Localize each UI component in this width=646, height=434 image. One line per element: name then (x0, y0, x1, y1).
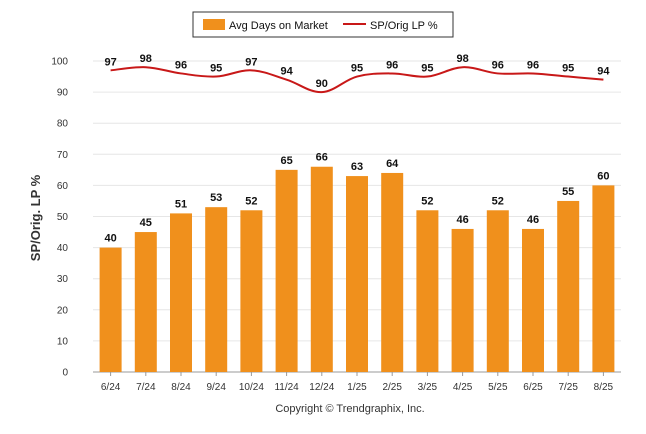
legend: Avg Days on Market SP/Orig LP % (192, 11, 454, 38)
bar-value-label: 40 (104, 233, 116, 245)
bar-value-label: 46 (527, 214, 539, 226)
bar (99, 247, 122, 372)
sp-orig-lp-line (110, 66, 604, 94)
bar (346, 176, 368, 372)
bar-value-label: 60 (597, 170, 609, 182)
x-tick-label: 5/25 (488, 382, 508, 393)
bar (557, 200, 580, 372)
legend-bar-swatch (203, 19, 225, 30)
bar-value-label: 51 (175, 198, 187, 210)
bar-value-label: 52 (421, 195, 433, 207)
line-value-label: 96 (175, 59, 187, 71)
line-value-label: 96 (527, 59, 539, 71)
line-value-label: 90 (316, 78, 328, 90)
bar (134, 232, 157, 372)
bar-value-label: 64 (386, 158, 399, 170)
bar (310, 166, 333, 372)
x-tick-label: 4/25 (453, 382, 473, 393)
x-tick-label: 8/25 (594, 382, 614, 393)
bar (416, 210, 439, 372)
line-value-label: 98 (456, 53, 468, 65)
x-axis-ticks: 6/24 7/24 8/24 9/24 10/24 11/24 12/24 1/25 2/25 3… (101, 372, 614, 393)
x-tick-label: 11/24 (274, 382, 299, 393)
y-tick-label: 100 (51, 57, 68, 68)
bar (240, 210, 263, 372)
y-tick-label: 90 (57, 88, 69, 99)
legend-line-label: SP/Orig LP % (370, 20, 438, 32)
bar (381, 172, 404, 372)
line-series: 97 98 96 95 97 94 90 95 96 95 98 96 96 95 94 (104, 53, 610, 94)
x-tick-label: 7/24 (136, 382, 156, 393)
bar (275, 169, 298, 372)
x-tick-label: 2/25 (382, 382, 402, 393)
y-tick-label: 80 (57, 119, 69, 130)
bar-value-label: 65 (280, 155, 292, 167)
bar-value-label: 55 (562, 186, 574, 198)
y-tick-label: 60 (57, 181, 69, 192)
bar (451, 228, 474, 372)
x-tick-label: 10/24 (239, 382, 264, 393)
x-tick-label: 6/25 (523, 382, 543, 393)
y-tick-label: 0 (62, 368, 68, 379)
bar-series: 40 45 51 53 52 65 66 63 64 52 46 52 46 55 60 (99, 152, 615, 372)
y-tick-label: 10 (57, 336, 69, 347)
copyright-text: Copyright © Trendgraphix, Inc. (275, 403, 424, 415)
bar-value-label: 45 (140, 217, 152, 229)
line-value-label: 95 (562, 63, 574, 75)
bar (592, 185, 615, 372)
y-axis-label: SP/Orig. LP % (28, 174, 43, 261)
y-tick-label: 40 (57, 243, 69, 254)
y-tick-label: 70 (57, 150, 69, 161)
line-value-label: 95 (210, 63, 222, 75)
x-tick-label: 8/24 (171, 382, 191, 393)
line-value-label: 95 (351, 63, 363, 75)
bar (170, 213, 192, 372)
bar (205, 207, 228, 372)
line-value-label: 96 (492, 59, 504, 71)
line-value-label: 98 (140, 53, 152, 65)
bar (522, 228, 544, 372)
x-tick-label: 12/24 (309, 382, 334, 393)
line-value-label: 95 (421, 63, 433, 75)
line-value-label: 94 (280, 66, 293, 78)
line-value-label: 97 (104, 56, 116, 68)
line-value-label: 96 (386, 59, 398, 71)
bar-value-label: 66 (316, 152, 328, 164)
bar-value-label: 52 (492, 195, 504, 207)
bar (486, 210, 509, 372)
y-tick-label: 20 (57, 305, 69, 316)
bar-value-label: 52 (245, 195, 257, 207)
y-tick-label: 50 (57, 212, 69, 223)
x-tick-label: 9/24 (206, 382, 226, 393)
line-value-label: 97 (245, 56, 257, 68)
y-axis-ticks: 0 10 20 30 40 50 60 70 80 90 100 (51, 57, 68, 379)
x-tick-label: 7/25 (558, 382, 578, 393)
x-tick-label: 6/24 (101, 382, 121, 393)
bar-value-label: 46 (456, 214, 468, 226)
bar-value-label: 53 (210, 192, 222, 204)
x-tick-label: 1/25 (347, 382, 367, 393)
legend-bar-label: Avg Days on Market (229, 20, 328, 32)
line-value-label: 94 (597, 66, 610, 78)
x-tick-label: 3/25 (418, 382, 438, 393)
bar-value-label: 63 (351, 161, 363, 173)
y-tick-label: 30 (57, 274, 69, 285)
